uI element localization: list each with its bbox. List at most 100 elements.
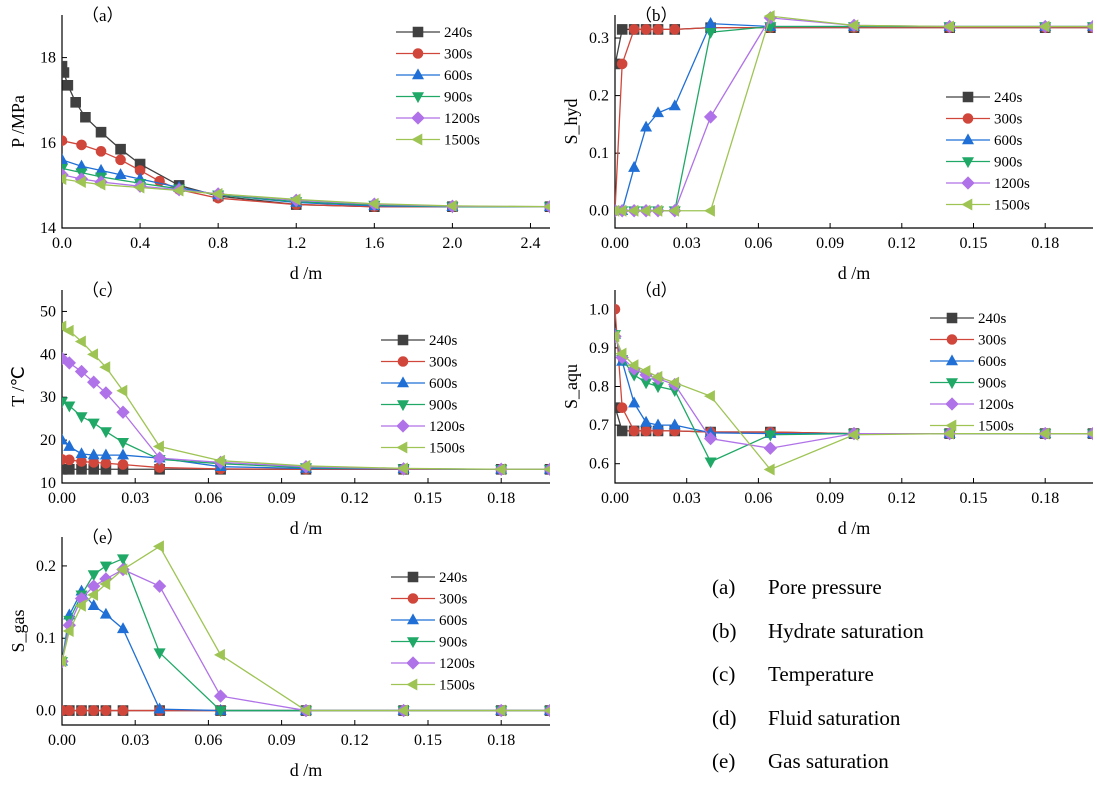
y-tick-label: 0.1 bbox=[589, 145, 609, 162]
data-point bbox=[133, 181, 145, 194]
data-point bbox=[153, 702, 166, 714]
y-tick-label: 0.2 bbox=[589, 88, 609, 105]
data-point bbox=[543, 465, 550, 473]
legend-label: 600s bbox=[444, 68, 473, 84]
data-point bbox=[651, 204, 663, 217]
data-point bbox=[668, 204, 680, 217]
data-point bbox=[100, 457, 112, 469]
x-tick-label: 0.09 bbox=[268, 732, 296, 749]
data-point bbox=[616, 24, 628, 35]
y-tick-label: 0.0 bbox=[36, 703, 56, 720]
data-point bbox=[116, 384, 128, 397]
series-line bbox=[62, 545, 550, 712]
data-point bbox=[763, 463, 775, 476]
y-axis-label: P /MPa bbox=[8, 95, 28, 148]
data-point bbox=[87, 418, 100, 430]
series-line bbox=[62, 400, 550, 470]
data-point bbox=[1086, 22, 1093, 31]
data-point bbox=[62, 433, 69, 445]
data-point bbox=[100, 705, 112, 716]
data-point bbox=[62, 324, 74, 337]
data-point bbox=[213, 648, 225, 661]
series-line bbox=[62, 140, 550, 208]
legend-marker bbox=[411, 111, 425, 125]
legend-label: 1200s bbox=[978, 397, 1014, 413]
legend-marker bbox=[412, 26, 424, 38]
series-line bbox=[62, 178, 550, 208]
data-point bbox=[116, 405, 130, 419]
data-point bbox=[213, 689, 228, 703]
x-tick-label: 2.4 bbox=[520, 235, 540, 252]
x-tick-label: 1.6 bbox=[364, 235, 384, 252]
x-tick-label: 0.18 bbox=[487, 732, 515, 749]
legend-label: 240s bbox=[439, 570, 468, 586]
caption-item-c: (c) Temperature bbox=[712, 653, 1092, 697]
x-tick-label: 0.03 bbox=[673, 490, 701, 507]
legend-label: 600s bbox=[994, 133, 1023, 149]
legend-marker bbox=[407, 571, 419, 583]
data-point bbox=[114, 168, 127, 180]
data-point bbox=[116, 437, 130, 449]
legend-marker bbox=[961, 176, 975, 190]
y-tick-label: 0.3 bbox=[589, 30, 609, 47]
data-point bbox=[627, 359, 639, 372]
data-point bbox=[88, 705, 100, 716]
data-point bbox=[445, 199, 457, 212]
caption-item-b: (b) Hydrate saturation bbox=[712, 610, 1092, 654]
data-point bbox=[99, 361, 111, 374]
data-point bbox=[117, 459, 129, 470]
x-tick-label: 0.09 bbox=[816, 490, 844, 507]
data-point bbox=[704, 17, 717, 28]
y-axis-label: T /℃ bbox=[8, 366, 28, 406]
x-tick-label: 0.00 bbox=[48, 732, 76, 749]
data-point bbox=[627, 204, 639, 217]
x-tick-label: 0.0 bbox=[52, 235, 72, 252]
data-point bbox=[615, 330, 620, 343]
data-point bbox=[116, 563, 128, 576]
y-tick-label: 50 bbox=[40, 303, 56, 320]
x-tick-label: 0.03 bbox=[673, 235, 701, 252]
data-point bbox=[62, 67, 70, 78]
data-point bbox=[396, 704, 408, 717]
y-tick-label: 0.2 bbox=[36, 558, 56, 575]
data-point bbox=[1086, 429, 1093, 438]
legend: 240s 300s 600s 900s 1200s 1500s bbox=[396, 25, 480, 149]
legend-label: 1200s bbox=[429, 419, 465, 435]
series-line bbox=[62, 590, 550, 712]
data-point bbox=[62, 135, 68, 146]
legend-label: 900s bbox=[994, 155, 1023, 171]
chart-panel-3: 0.00 0.03 0.06 0.09 0.12 0.15 0.18 10 20 30 40 50 d … bbox=[8, 281, 550, 538]
data-point bbox=[63, 439, 76, 451]
data-point bbox=[87, 570, 100, 582]
legend: 240s 300s 600s 900s 1200s 1500s bbox=[946, 90, 1030, 214]
data-point bbox=[1038, 427, 1050, 440]
legend-marker bbox=[961, 157, 975, 169]
y-tick-label: 30 bbox=[40, 389, 56, 406]
legend-label: 900s bbox=[429, 398, 458, 414]
y-axis-label: S_hyd bbox=[561, 98, 581, 144]
legend-marker bbox=[946, 312, 958, 324]
y-tick-label: 10 bbox=[40, 475, 56, 492]
data-point bbox=[63, 401, 76, 413]
x-tick-label: 0.12 bbox=[341, 732, 369, 749]
chart-panel-1: 0.0 0.4 0.8 1.2 1.6 2.0 2.4 14 16 18 d /m P /MPa （a）… bbox=[8, 6, 550, 283]
legend-marker bbox=[397, 334, 409, 346]
data-point bbox=[87, 375, 101, 389]
data-point bbox=[703, 390, 715, 403]
data-point bbox=[615, 347, 627, 360]
series-300s bbox=[615, 304, 1093, 439]
legend-label: 900s bbox=[444, 90, 473, 106]
x-tick-label: 0.09 bbox=[268, 490, 296, 507]
x-tick-label: 0.8 bbox=[208, 235, 228, 252]
y-tick-label: 16 bbox=[40, 135, 56, 152]
data-point bbox=[117, 705, 129, 716]
data-point bbox=[87, 599, 100, 610]
data-point bbox=[703, 110, 718, 124]
series-line bbox=[62, 557, 550, 712]
chart-panel-5: 0.00 0.03 0.06 0.09 0.12 0.15 0.18 0.0 0.1 0.2 d /… bbox=[8, 528, 550, 780]
caption-item-a: (a) Pore pressure bbox=[712, 566, 1092, 610]
x-tick-label: 0.15 bbox=[414, 490, 442, 507]
data-point bbox=[214, 706, 227, 718]
data-point bbox=[62, 153, 69, 165]
data-point bbox=[616, 425, 628, 437]
